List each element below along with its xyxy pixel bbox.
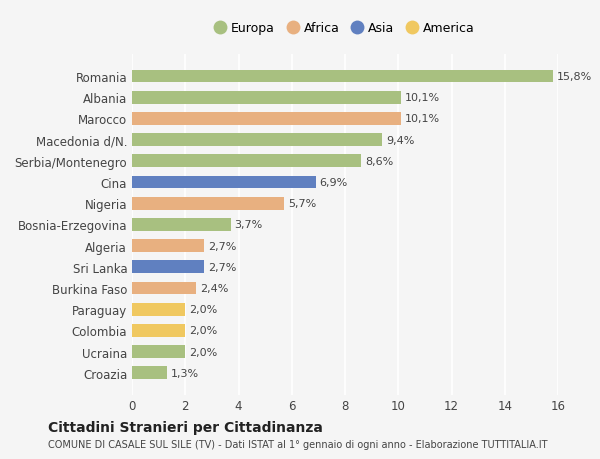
Bar (132, 155, 361, 168)
Bar (132, 71, 553, 83)
Text: 2,4%: 2,4% (200, 283, 228, 293)
Text: 2,0%: 2,0% (189, 347, 217, 357)
Text: 9,4%: 9,4% (386, 135, 415, 146)
Legend: Europa, Africa, Asia, America: Europa, Africa, Asia, America (210, 17, 480, 40)
Text: 1,3%: 1,3% (170, 368, 199, 378)
Bar (132, 113, 401, 125)
Bar (132, 218, 230, 231)
Text: 2,7%: 2,7% (208, 241, 236, 251)
Text: 3,7%: 3,7% (235, 220, 263, 230)
Text: 15,8%: 15,8% (557, 72, 592, 82)
Bar (132, 325, 185, 337)
Text: 10,1%: 10,1% (405, 114, 440, 124)
Bar (132, 240, 204, 252)
Bar (132, 134, 382, 147)
Bar (132, 346, 185, 358)
Bar (132, 282, 196, 295)
Text: 2,7%: 2,7% (208, 262, 236, 272)
Text: 8,6%: 8,6% (365, 157, 393, 167)
Text: 5,7%: 5,7% (288, 199, 316, 209)
Text: 6,9%: 6,9% (320, 178, 348, 188)
Text: 2,0%: 2,0% (189, 304, 217, 314)
Bar (132, 92, 401, 104)
Bar (132, 176, 316, 189)
Bar (132, 303, 185, 316)
Bar (132, 261, 204, 274)
Text: COMUNE DI CASALE SUL SILE (TV) - Dati ISTAT al 1° gennaio di ogni anno - Elabora: COMUNE DI CASALE SUL SILE (TV) - Dati IS… (48, 440, 548, 449)
Bar (132, 197, 284, 210)
Text: 10,1%: 10,1% (405, 93, 440, 103)
Text: 2,0%: 2,0% (189, 326, 217, 336)
Bar (132, 367, 167, 379)
Text: Cittadini Stranieri per Cittadinanza: Cittadini Stranieri per Cittadinanza (48, 420, 323, 435)
